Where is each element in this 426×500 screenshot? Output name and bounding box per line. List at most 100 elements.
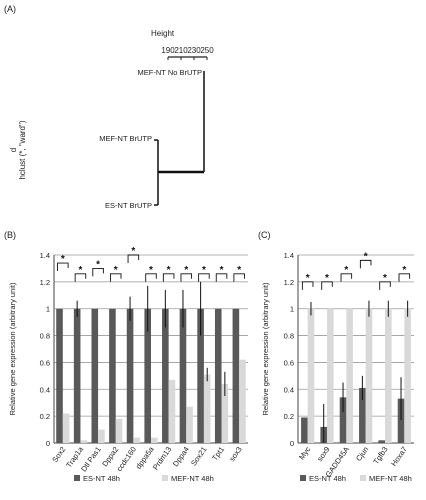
bar-es-nt-48h-dppa2 xyxy=(109,308,116,443)
bar-es-nt-48h-tgfb3 xyxy=(378,440,385,443)
bar-es-nt-48h-trap1a xyxy=(73,308,81,443)
expression-chart-b: 0 0.2 0.4 0.6 0.8 1 1.2 1.4 Relative gene expres… xyxy=(8,246,248,483)
y-tick-label: 1 xyxy=(46,305,50,314)
y-tick-label: 1.4 xyxy=(40,251,50,260)
y-axis-label: Relative gene expression (arbitrary unit… xyxy=(261,282,270,415)
bar-es-nt-48h-sox3 xyxy=(232,308,240,443)
bar-mef-nt-48h-sox3 xyxy=(239,359,246,443)
leaf-mef-nt-brutp: MEF-NT BrUTP xyxy=(99,134,152,143)
y-tick-label: 0.6 xyxy=(40,358,50,367)
significance-star-dppa5a: * xyxy=(149,265,153,276)
x-tick-label-tpt1: Tpt1 xyxy=(210,445,226,462)
legend-label-es-nt-48h: ES-NT 48h xyxy=(309,474,346,483)
bar-es-nt-48h-hoxa7 xyxy=(397,398,405,443)
x-tick-label-cjun: Cjun xyxy=(354,445,370,463)
bar-es-nt-48h-gadd45a xyxy=(339,397,347,443)
significance-star-dtl-pas1: * xyxy=(96,259,100,270)
significance-bracket-tpt1 xyxy=(215,273,228,282)
panel-label-a: (A) xyxy=(4,4,16,14)
height-label: Height xyxy=(151,29,175,38)
y-tick-label: 0.8 xyxy=(40,332,50,341)
height-tick-210: 210 xyxy=(174,46,188,55)
significance-bracket-myc xyxy=(301,281,314,290)
significance-bracket-sox9 xyxy=(321,281,333,290)
significance-bracket-ccdc160 xyxy=(127,254,140,263)
y-axis-label: Relative gene expression (arbitrary unit… xyxy=(8,282,17,415)
x-tick-label-sox21: Sox21 xyxy=(189,445,209,468)
legend-swatch-mef-nt-48h xyxy=(162,475,168,481)
significance-bracket-dppa4 xyxy=(180,273,193,282)
bar-es-nt-48h-sox21 xyxy=(197,308,204,443)
bar-mef-nt-48h-prdm13 xyxy=(168,379,176,443)
significance-star-cjun: * xyxy=(364,251,368,262)
significance-star-prdm13: * xyxy=(167,265,171,276)
x-tick-label-prdm13: Prdm13 xyxy=(151,445,173,472)
legend-swatch-es-nt-48h xyxy=(74,475,80,481)
y-tick-label: 1.2 xyxy=(40,278,50,287)
bar-mef-nt-48h-cjun xyxy=(365,308,373,443)
bar-es-nt-48h-tpt1 xyxy=(214,308,222,443)
significance-bracket-sox3 xyxy=(233,273,245,282)
significance-bracket-dtl-pas1 xyxy=(92,267,104,277)
x-tick-label-sox2: Sox2 xyxy=(50,445,67,464)
height-tick-250: 250 xyxy=(200,46,214,55)
significance-bracket-gadd45a xyxy=(340,273,353,282)
significance-star-myc: * xyxy=(306,273,310,284)
expression-chart-c: 0 0.2 0.4 0.6 0.8 1 1.2 1.4 Relative gene expres… xyxy=(261,251,414,483)
dendrogram-ylabel-hclust: hclust (*, "ward") xyxy=(18,120,27,179)
bar-mef-nt-48h-trap1a xyxy=(80,440,88,443)
significance-star-sox9: * xyxy=(325,273,329,284)
bar-es-nt-48h-dppa4 xyxy=(179,308,187,443)
significance-bracket-trap1a xyxy=(74,273,87,282)
bar-es-nt-48h-prdm13 xyxy=(162,308,169,443)
y-tick-label: 0.8 xyxy=(284,332,294,341)
legend-label-es-nt-48h: ES-NT 48h xyxy=(83,474,120,483)
bar-es-nt-48h-cjun xyxy=(359,387,366,443)
x-tick-label-myc: Myc xyxy=(297,445,312,462)
x-tick-label-sox3: sox3 xyxy=(227,445,243,463)
bar-mef-nt-48h-sox9 xyxy=(327,308,334,443)
panel-label-c: (C) xyxy=(258,230,271,240)
leaf-mef-nt-no-brutp: MEF-NT No BrUTP xyxy=(138,68,202,77)
significance-bracket-hoxa7 xyxy=(398,273,411,282)
bar-mef-nt-48h-sox21 xyxy=(203,374,211,443)
dendrogram-ylabel-d: d xyxy=(9,148,18,152)
legend-swatch-es-nt-48h xyxy=(300,475,306,481)
bar-es-nt-48h-dtl-pas1 xyxy=(91,308,99,443)
dendrogram-tree xyxy=(154,71,205,206)
significance-bracket-prdm13 xyxy=(162,273,175,282)
significance-star-ccdc160: * xyxy=(131,246,135,257)
bar-mef-nt-48h-tpt1 xyxy=(221,383,229,443)
significance-star-tgfb3: * xyxy=(383,273,387,284)
significance-star-trap1a: * xyxy=(79,265,83,276)
significance-star-hoxa7: * xyxy=(402,265,406,276)
height-axis xyxy=(167,56,208,60)
significance-star-sox3: * xyxy=(237,265,241,276)
x-tick-label-hoxa7: Hoxa7 xyxy=(389,445,409,468)
legend-label-mef-nt-48h: MEF-NT 48h xyxy=(171,474,214,483)
x-tick-label-sox9: sox9 xyxy=(315,445,331,463)
significance-bracket-tgfb3 xyxy=(379,281,391,290)
x-tick-label-dppa4: Dppa4 xyxy=(171,445,191,468)
bar-es-nt-48h-sox2 xyxy=(56,308,63,443)
significance-bracket-dppa2 xyxy=(109,273,122,282)
significance-bracket-cjun xyxy=(359,259,372,269)
bar-es-nt-48h-myc xyxy=(301,417,308,443)
significance-star-gadd45a: * xyxy=(344,265,348,276)
y-tick-label: 0.4 xyxy=(284,385,294,394)
legend-swatch-mef-nt-48h xyxy=(360,475,366,481)
legend-label-mef-nt-48h: MEF-NT 48h xyxy=(369,474,412,483)
y-tick-label: 0.4 xyxy=(40,385,50,394)
height-tick-230: 230 xyxy=(187,46,201,55)
y-tick-label: 0 xyxy=(46,439,50,448)
y-tick-label: 1.4 xyxy=(284,251,294,260)
bar-mef-nt-48h-gadd45a xyxy=(346,308,353,443)
significance-star-tpt1: * xyxy=(220,265,224,276)
x-tick-label-tgfb3: Tgfb3 xyxy=(371,445,389,466)
bar-mef-nt-48h-dppa4 xyxy=(186,406,193,443)
leaf-es-nt-brutp: ES-NT BrUTP xyxy=(105,201,152,210)
bar-mef-nt-48h-hoxa7 xyxy=(404,308,411,443)
significance-star-dppa2: * xyxy=(114,265,118,276)
y-tick-label: 0.2 xyxy=(40,412,50,421)
